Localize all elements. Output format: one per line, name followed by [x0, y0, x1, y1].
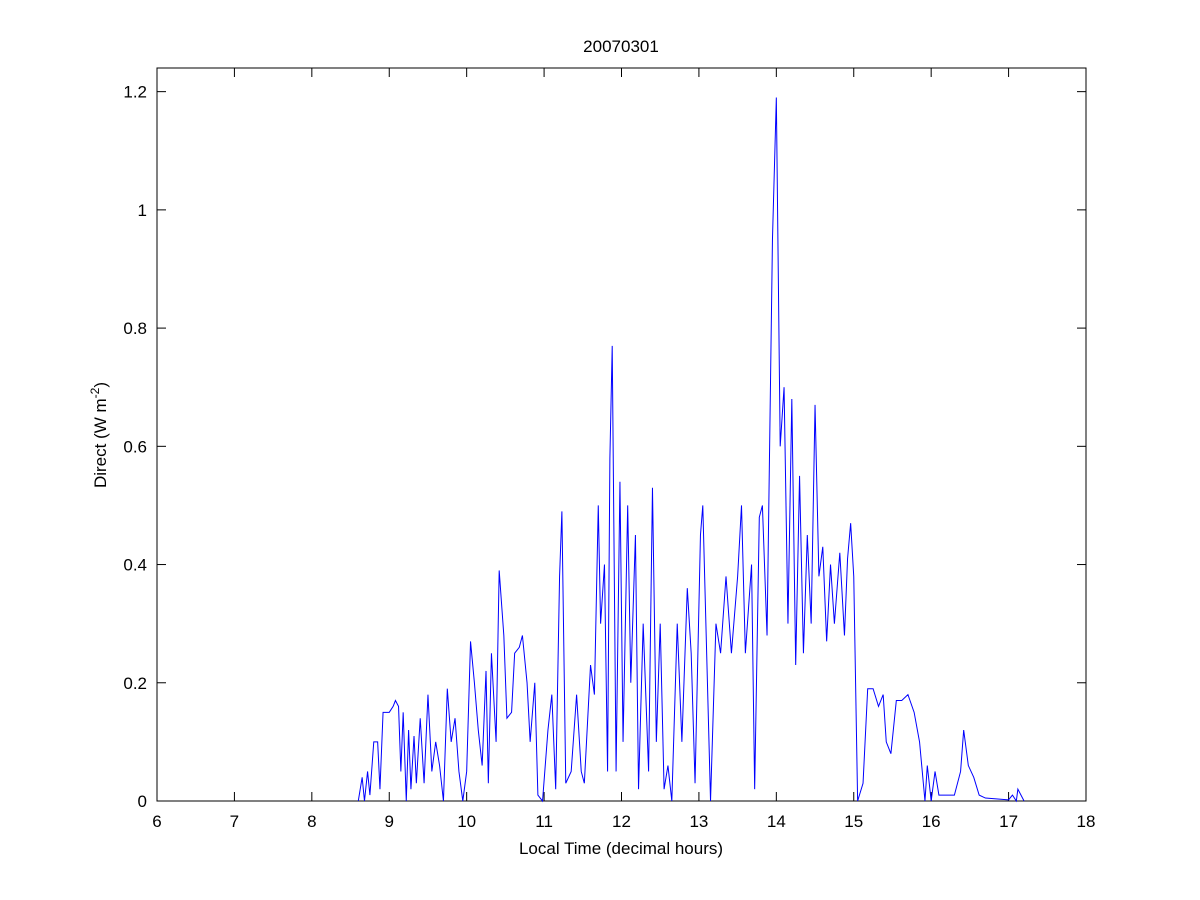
data-line: [357, 97, 1025, 803]
x-tick-label: 12: [612, 812, 631, 831]
x-tick-label: 8: [307, 812, 316, 831]
x-axis-label: Local Time (decimal hours): [519, 839, 723, 858]
x-tick-label: 7: [230, 812, 239, 831]
axes-box: [156, 67, 1087, 802]
y-tick-label: 1.2: [123, 83, 147, 102]
x-tick-label: 14: [767, 812, 786, 831]
y-axis-label-suffix: ): [91, 382, 110, 388]
y-tick-label: 0.6: [123, 437, 147, 456]
y-tick-label: 0.4: [123, 556, 147, 575]
y-axis-label-text: Direct (W m: [91, 398, 110, 488]
y-axis-label: Direct (W m-2): [88, 382, 110, 488]
y-tick-label: 1: [138, 201, 147, 220]
y-tick-label: 0.2: [123, 674, 147, 693]
y-tick-label: 0: [138, 792, 147, 811]
y-tick-label: 0.8: [123, 319, 147, 338]
x-tick-label: 13: [689, 812, 708, 831]
x-tick-label: 17: [999, 812, 1018, 831]
x-tick-label: 15: [844, 812, 863, 831]
chart-title: 20070301: [583, 37, 659, 56]
y-axis-label-superscript: -2: [88, 387, 102, 398]
x-tick-label: 10: [457, 812, 476, 831]
x-tick-label: 16: [922, 812, 941, 831]
x-tick-label: 18: [1077, 812, 1096, 831]
x-tick-label: 11: [535, 812, 553, 831]
x-tick-label: 6: [152, 812, 161, 831]
x-tick-label: 9: [385, 812, 394, 831]
